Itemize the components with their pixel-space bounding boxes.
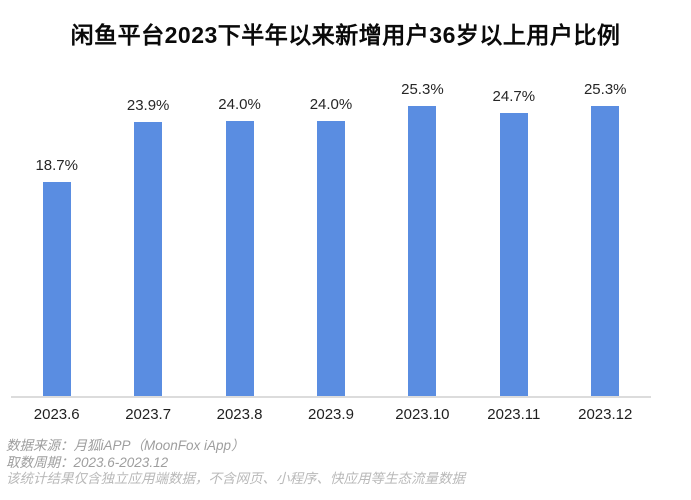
x-axis-label: 2023.10 [395,406,450,423]
footer-notes: 数据来源：月狐iAPP（MoonFox iApp） 取数周期：2023.6-20… [6,438,465,488]
x-axis-label: 2023.12 [578,406,633,423]
bar-value-label: 24.0% [218,96,261,113]
bar-value-label: 18.7% [35,157,78,174]
chart-title: 闲鱼平台2023下半年以来新增用户36岁以上用户比例 [70,22,621,48]
bar [408,106,437,396]
plot-area: 18.7% 23.9% 24.0% 24.0% 25.3% 24.7% 25.3% [11,68,651,398]
bar [316,121,345,396]
x-axis-label: 2023.9 [308,406,354,423]
bar [134,122,163,396]
x-axis-label: 2023.11 [487,406,541,423]
bar [499,113,528,396]
bar-value-label: 24.7% [492,88,536,105]
bar-column: 25.3% [560,68,651,396]
bar-column: 18.7% [11,68,102,396]
bar-column: 24.7% [468,68,559,396]
bar-value-label: 24.0% [309,96,353,113]
bar-value-label: 23.9% [126,97,170,114]
data-period-line: 取数周期：2023.6-2023.12 [6,454,169,470]
bar-column: 24.0% [285,68,376,396]
bar-column: 25.3% [377,68,468,396]
bar-column: 23.9% [102,68,193,396]
x-axis-label: 2023.7 [125,406,172,423]
x-axis-labels: 2023.6 2023.7 2023.8 2023.9 2023.10 2023.11 20… [11,406,651,423]
data-source-line: 数据来源：月狐iAPP（MoonFox iApp） [6,438,245,453]
x-axis-label: 2023.8 [216,406,263,423]
bar-value-label: 25.3% [401,81,444,98]
bar-column: 24.0% [194,68,285,396]
bar [225,121,254,396]
bar [42,182,71,396]
x-axis-label: 2023.6 [33,406,80,423]
data-scope-note-line: 该统计结果仅含独立应用端数据，不含网页、小程序、快应用等生态流量数据 [6,471,465,486]
bar [591,106,620,396]
bar-value-label: 25.3% [583,81,627,98]
